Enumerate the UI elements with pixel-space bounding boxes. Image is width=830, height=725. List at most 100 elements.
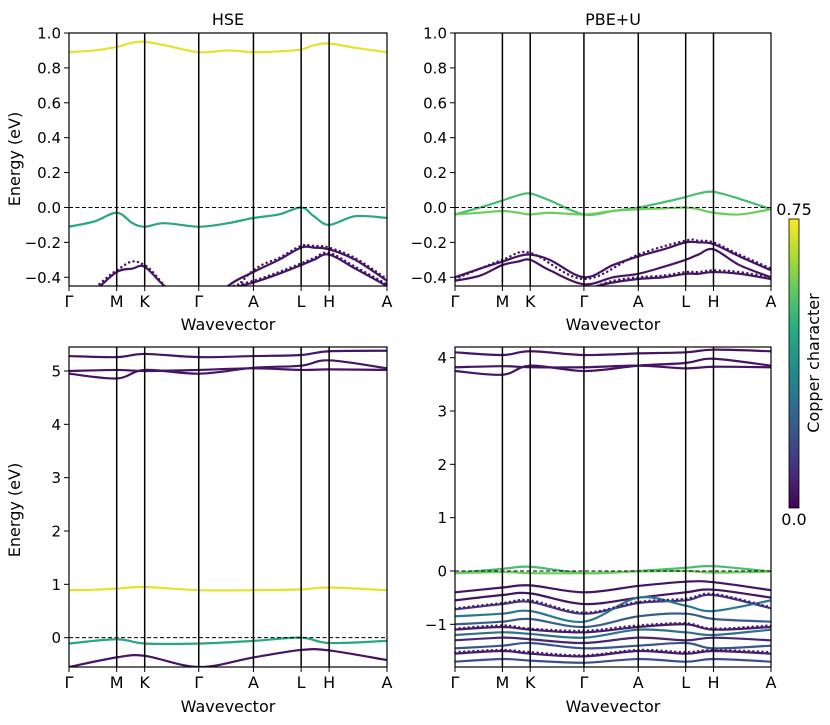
x-tick-label: Γ <box>451 292 460 311</box>
x-tick-label: K <box>139 292 150 311</box>
x-tick-label: H <box>707 673 719 692</box>
band-line <box>596 269 771 286</box>
y-tick-label: 4 <box>51 416 61 434</box>
band-line <box>69 206 387 228</box>
x-axis-label-top-left: Wavevector <box>181 315 276 334</box>
plot-area <box>455 347 771 667</box>
x-tick-label: A <box>766 673 777 692</box>
y-tick-label: 1 <box>437 509 447 527</box>
x-tick-label: M <box>495 673 509 692</box>
panel-title-hse: HSE <box>212 10 244 29</box>
x-tick-label: H <box>323 673 335 692</box>
band-line <box>455 364 771 370</box>
axes-frame <box>454 32 772 287</box>
y-tick-label: 3 <box>51 469 61 487</box>
y-tick-label: 0.0 <box>423 199 447 217</box>
band-line <box>95 243 387 286</box>
x-tick-label: M <box>110 292 124 311</box>
y-tick-label: 1.0 <box>37 25 61 43</box>
y-tick-label: 0.6 <box>423 94 447 112</box>
band-line <box>69 648 387 667</box>
y-tick-label: 0.2 <box>37 164 61 182</box>
band-line <box>69 636 387 646</box>
x-axis-label-bottom-right: Wavevector <box>566 697 661 716</box>
x-tick-label: L <box>681 673 690 692</box>
band-line <box>455 206 771 216</box>
band-line <box>455 641 771 650</box>
band-line <box>455 648 771 657</box>
panel-title-pbe-u: PBE+U <box>585 10 641 29</box>
x-tick-label: L <box>297 673 306 692</box>
x-tick-label: Γ <box>451 673 460 692</box>
band-line <box>98 245 387 286</box>
band-line <box>455 623 771 634</box>
band-line <box>455 612 771 629</box>
panel-hse-zoom: −0.4 −0.2 0.0 0.2 0.4 0.6 0.8 1.0 Γ M K Γ A L H A <box>25 25 393 312</box>
axes-frame <box>68 346 388 668</box>
band-line <box>69 359 387 380</box>
x-tick-label: L <box>297 292 306 311</box>
band-line <box>229 251 387 286</box>
y-tick-label: 0.2 <box>423 164 447 182</box>
band-line <box>455 596 771 624</box>
y-tick-label: 0 <box>51 629 61 647</box>
x-tick-label: A <box>382 673 393 692</box>
y-tick-label: 5 <box>51 363 61 381</box>
band-line <box>69 40 387 54</box>
y-tick-label: 3 <box>437 403 447 421</box>
x-tick-label: Γ <box>194 292 203 311</box>
y-tick-label: 0.4 <box>37 129 61 147</box>
band-line <box>455 240 771 279</box>
y-tick-label: 1.0 <box>423 25 447 43</box>
x-tick-label: A <box>382 292 393 311</box>
panel-pbeu-full: −1 0 1 2 3 4 Γ M K Γ A L H A <box>425 346 777 692</box>
band-line <box>455 357 771 376</box>
x-tick-label: K <box>525 673 536 692</box>
y-tick-label: −1 <box>425 616 447 634</box>
x-tick-label: Γ <box>579 292 588 311</box>
y-tick-label: −0.2 <box>411 234 447 252</box>
band-line <box>455 592 771 614</box>
y-tick-label: 0.8 <box>423 59 447 77</box>
x-tick-label: M <box>110 673 124 692</box>
band-line <box>455 569 771 575</box>
axes-frame <box>68 32 388 287</box>
colorbar-max-label: 0.75 <box>776 200 812 219</box>
y-tick-label: 2 <box>51 523 61 541</box>
panel-hse-full: 0 1 2 3 4 5 Γ M K Γ A L H A <box>51 346 393 692</box>
band-line <box>455 348 771 357</box>
x-tick-label: A <box>248 673 259 692</box>
x-tick-label: Γ <box>579 673 588 692</box>
colorbar-title: Copper character <box>804 293 823 433</box>
x-tick-label: A <box>766 292 777 311</box>
panel-pbeu-zoom: −0.4 −0.2 0.0 0.2 0.4 0.6 0.8 1.0 Γ M K Γ A L H A <box>411 25 777 312</box>
band-line <box>455 657 771 664</box>
x-tick-label: A <box>633 292 644 311</box>
colorbar-min-label: 0.0 <box>781 510 806 529</box>
y-axis-label-top: Energy (eV) <box>5 112 24 206</box>
colorbar: 0.75 0.0 Copper character <box>776 200 823 529</box>
y-tick-label: 1 <box>51 576 61 594</box>
band-line <box>455 636 771 645</box>
y-tick-label: 0 <box>437 563 447 581</box>
band-line <box>69 367 387 373</box>
colorbar-gradient <box>788 218 800 509</box>
y-tick-label: 0.0 <box>37 199 61 217</box>
y-tick-label: −0.4 <box>25 269 61 287</box>
plot-area <box>69 347 387 667</box>
x-tick-label: A <box>633 673 644 692</box>
axes-frame <box>454 346 772 668</box>
band-line <box>455 621 771 633</box>
x-tick-label: A <box>248 292 259 311</box>
x-tick-label: H <box>323 292 335 311</box>
x-tick-label: Γ <box>65 673 74 692</box>
band-line <box>455 247 771 286</box>
x-tick-label: Γ <box>65 292 74 311</box>
y-tick-label: 0.4 <box>423 129 447 147</box>
y-tick-label: 4 <box>437 349 447 367</box>
x-tick-label: K <box>139 673 150 692</box>
y-axis-label-bottom: Energy (eV) <box>5 463 24 557</box>
band-line <box>455 628 771 639</box>
x-axis-label-top-right: Wavevector <box>566 315 661 334</box>
